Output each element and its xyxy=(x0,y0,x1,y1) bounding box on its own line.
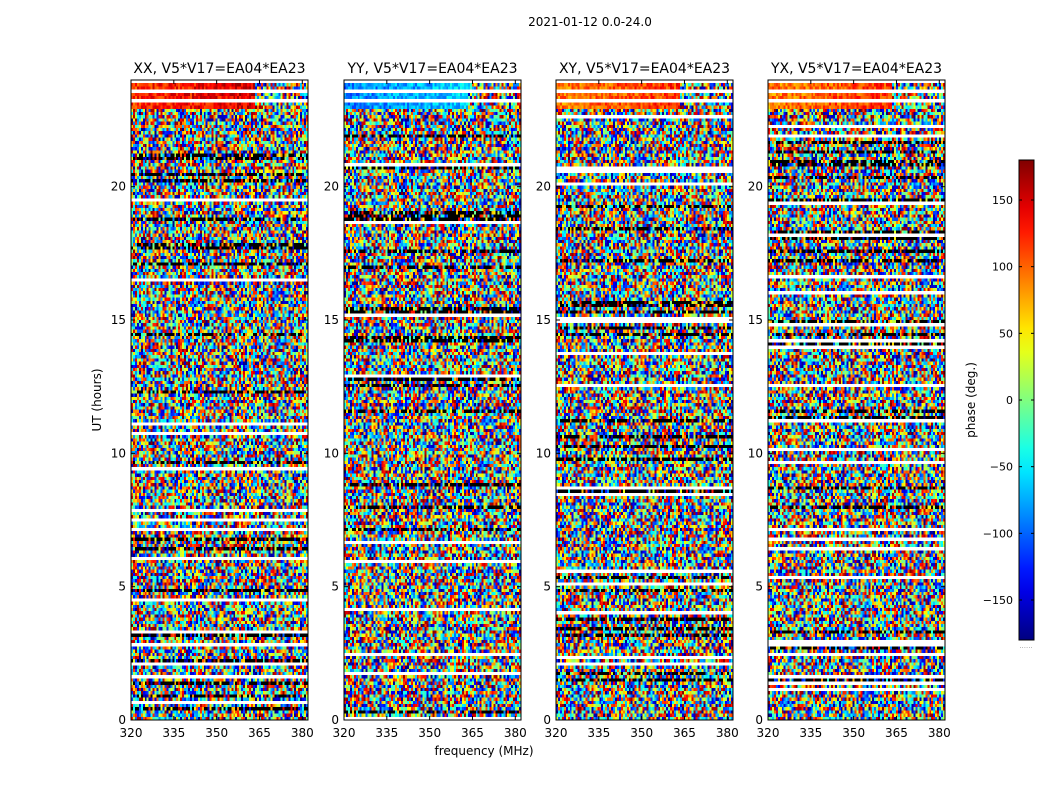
heatmap-xy xyxy=(556,80,733,720)
y-tick-label: 10 xyxy=(536,446,551,460)
y-tick-label: 15 xyxy=(111,313,126,327)
heatmap-xx xyxy=(131,80,308,720)
x-tick-label: 380 xyxy=(291,726,314,740)
x-tick-label: 335 xyxy=(587,726,610,740)
panel-title: YX, V5*V17=EA04*EA23 xyxy=(770,61,942,77)
panel-title: XX, V5*V17=EA04*EA23 xyxy=(133,61,305,77)
x-tick-label: 350 xyxy=(205,726,228,740)
panel-yx: YX, V5*V17=EA04*EA23 320 335 350 365 380 0 5 10 1… xyxy=(748,61,951,740)
x-tick-label: 380 xyxy=(716,726,739,740)
x-tick-label: 365 xyxy=(461,726,484,740)
x-tick-label: 320 xyxy=(545,726,568,740)
y-tick-label: 0 xyxy=(543,713,551,727)
panel-title: YY, V5*V17=EA04*EA23 xyxy=(346,61,517,77)
colorbar-tick-label: 50 xyxy=(999,327,1013,340)
colorbar-tick-label: −100 xyxy=(983,527,1013,540)
heatmap-yy xyxy=(344,80,521,720)
y-tick-label: 0 xyxy=(331,713,339,727)
x-tick-label: 350 xyxy=(842,726,865,740)
y-tick-label: 5 xyxy=(118,580,126,594)
x-tick-label: 320 xyxy=(333,726,356,740)
y-axis-label: UT (hours) xyxy=(90,368,104,431)
x-tick-label: 320 xyxy=(757,726,780,740)
y-tick-label: 15 xyxy=(324,313,339,327)
axes-frame xyxy=(130,79,309,721)
axes-frame xyxy=(343,79,522,721)
y-tick-label: 20 xyxy=(748,180,763,194)
y-tick-label: 0 xyxy=(755,713,763,727)
heatmap-yx xyxy=(768,80,945,720)
y-tick-label: 20 xyxy=(536,180,551,194)
colorbar: 150 100 50 0 −50 −100 −150 phase (deg.)...... xyxy=(964,159,1035,650)
y-tick-label: 20 xyxy=(111,180,126,194)
x-tick-label: 335 xyxy=(375,726,398,740)
x-tick-label: 320 xyxy=(120,726,143,740)
axes-frame xyxy=(555,79,734,721)
y-tick-label: 20 xyxy=(324,180,339,194)
colorbar-label: phase (deg.) xyxy=(964,362,978,438)
x-tick-label: 365 xyxy=(885,726,908,740)
y-tick-label: 10 xyxy=(748,446,763,460)
y-tick-label: 10 xyxy=(111,446,126,460)
panel-xx: XX, V5*V17=EA04*EA23 320 335 350 365 380 0 5 10 1… xyxy=(111,61,314,740)
panel-yy: YY, V5*V17=EA04*EA23 320 335 350 365 380 0 5 10 1… xyxy=(324,61,527,740)
y-tick-label: 10 xyxy=(324,446,339,460)
x-tick-label: 365 xyxy=(248,726,271,740)
y-tick-label: 15 xyxy=(536,313,551,327)
axes-frame xyxy=(767,79,946,721)
y-tick-label: 5 xyxy=(331,580,339,594)
panel-xy: XY, V5*V17=EA04*EA23 320 335 350 365 380 0 5 10 1… xyxy=(536,61,739,740)
colorbar-note: ...... xyxy=(1019,642,1032,650)
x-axis-label: frequency (MHz) xyxy=(434,744,533,758)
y-tick-label: 5 xyxy=(755,580,763,594)
x-tick-label: 380 xyxy=(928,726,951,740)
x-tick-label: 335 xyxy=(162,726,185,740)
figure-title: 2021-01-12 0.0-24.0 xyxy=(528,15,652,29)
y-tick-label: 15 xyxy=(748,313,763,327)
y-tick-label: 0 xyxy=(118,713,126,727)
y-tick-label: 5 xyxy=(543,580,551,594)
x-tick-label: 335 xyxy=(799,726,822,740)
x-tick-label: 350 xyxy=(630,726,653,740)
x-tick-label: 380 xyxy=(504,726,527,740)
x-tick-label: 365 xyxy=(673,726,696,740)
x-tick-label: 350 xyxy=(418,726,441,740)
colorbar-tick-label: −150 xyxy=(983,594,1013,607)
panel-title: XY, V5*V17=EA04*EA23 xyxy=(559,61,730,77)
colorbar-tick-label: 0 xyxy=(1006,394,1013,407)
colorbar-tick-label: −50 xyxy=(990,461,1013,474)
colorbar-tick-label: 150 xyxy=(992,194,1013,207)
panels: XX, V5*V17=EA04*EA23 320 335 350 365 380 0 5 10 1… xyxy=(111,61,951,740)
colorbar-tick-label: 100 xyxy=(992,261,1013,274)
